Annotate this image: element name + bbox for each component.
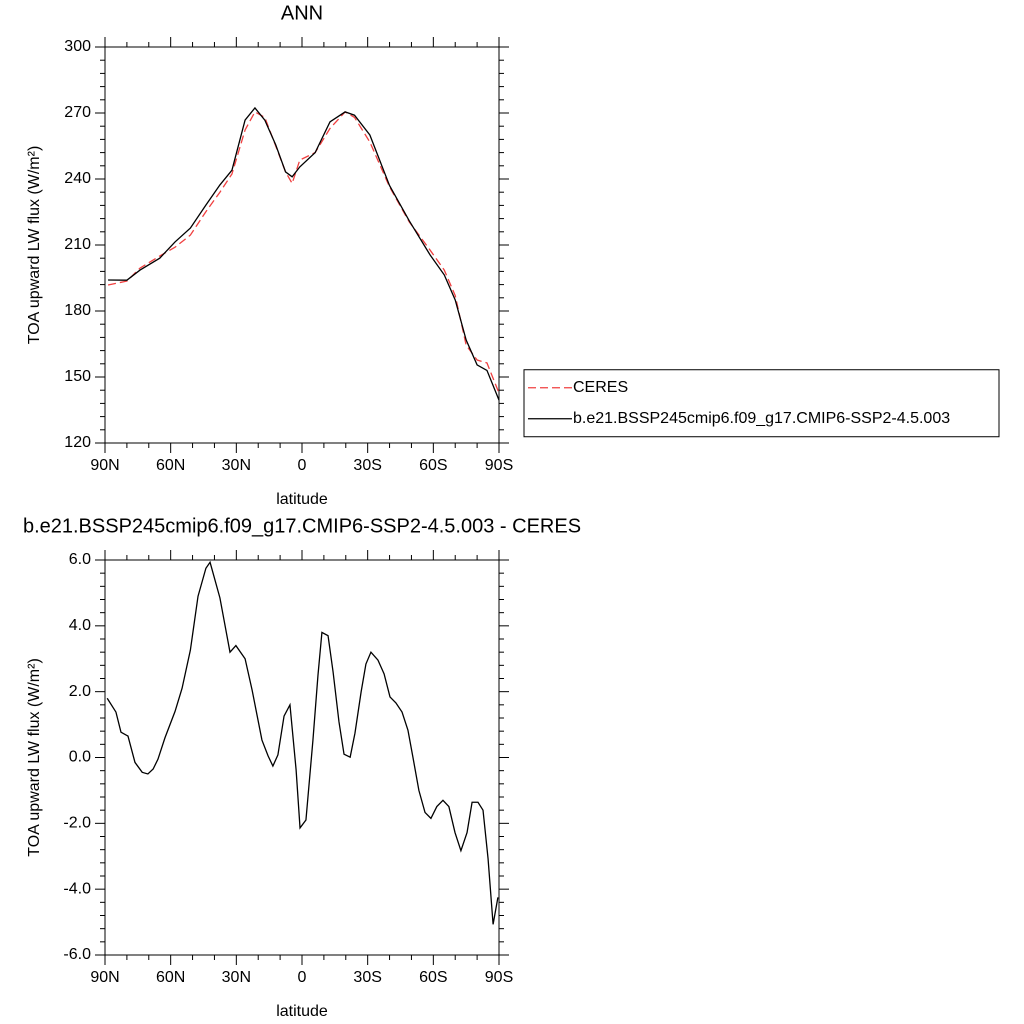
x-tick-label: 90S [485,969,513,986]
x-tick-label: 90N [90,969,119,986]
chart-title: b.e21.BSSP245cmip6.f09_g17.CMIP6-SSP2-4.… [23,515,581,537]
legend-label: CERES [573,379,628,396]
y-tick-label: 270 [64,104,91,121]
legend-label: b.e21.BSSP245cmip6.f09_g17.CMIP6-SSP2-4.… [573,410,950,427]
y-tick-label: 0.0 [69,749,91,766]
chart-title: ANN [281,2,323,24]
y-tick-label: 150 [64,368,91,385]
plot-frame [104,46,500,444]
y-tick-label: 180 [64,302,91,319]
y-tick-label: 2.0 [69,683,91,700]
x-tick-label: 30S [353,969,381,986]
x-tick-label: 60S [419,969,447,986]
x-tick-label: 30N [222,457,251,474]
x-tick-label: 90S [485,457,513,474]
y-tick-label: -4.0 [63,880,91,897]
y-tick-label: 120 [64,434,91,451]
x-tick-label: 60S [419,457,447,474]
x-tick-label: 0 [298,969,307,986]
x-tick-label: 30S [353,457,381,474]
x-tick-label: 60N [156,457,185,474]
y-tick-label: 300 [64,38,91,55]
y-tick-label: 240 [64,170,91,187]
x-axis-label: latitude [276,1003,328,1020]
plot: ANN 120 150 180 210 240 270 300 90N 60N 30N 0 30S 60S… [26,2,1000,508]
x-tick-label: 90N [90,457,119,474]
plot-frame [104,559,500,956]
y-tick-label: 4.0 [69,617,91,634]
series-line [107,111,500,394]
y-tick-label: -2.0 [63,815,91,832]
x-axis-label: latitude [276,491,328,508]
series-line [106,560,499,925]
y-tick-label: 6.0 [69,551,91,568]
plot: b.e21.BSSP245cmip6.f09_g17.CMIP6-SSP2-4.… [23,515,581,1020]
legend-box [523,369,1000,438]
series-line [108,106,500,401]
y-tick-label: -6.0 [63,946,91,963]
y-axis-label: TOA upward LW flux (W/m²) [26,658,43,857]
x-tick-label: 60N [156,969,185,986]
x-tick-label: 30N [222,969,251,986]
y-axis-label: TOA upward LW flux (W/m²) [26,146,43,345]
y-tick-label: 210 [64,236,91,253]
x-tick-label: 0 [298,457,307,474]
